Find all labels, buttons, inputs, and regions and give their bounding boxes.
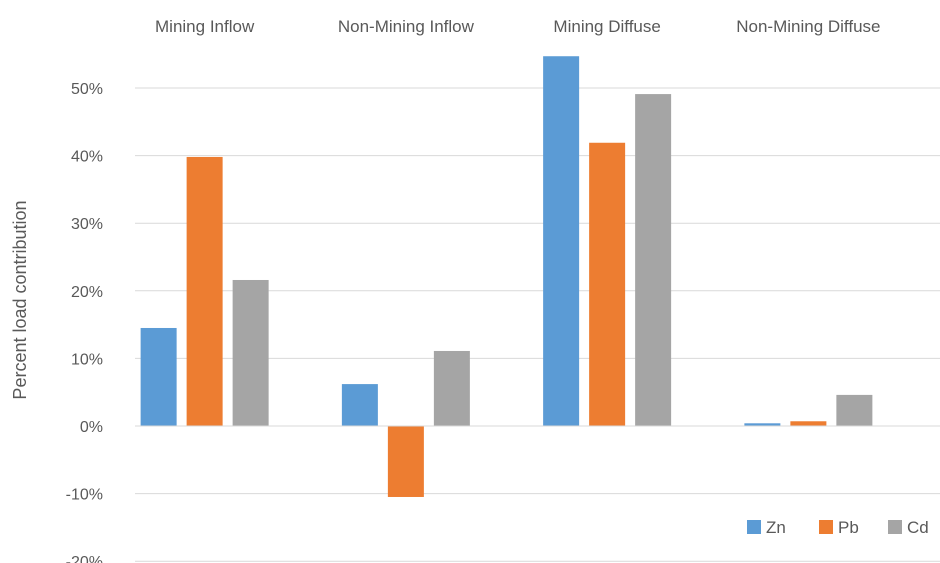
y-tick-label: -20% <box>66 554 103 563</box>
legend-swatch-cd <box>888 520 902 534</box>
legend: Zn Pb Cd <box>747 518 929 537</box>
bar-pb-non-mining-diffuse <box>790 421 827 426</box>
category-label: Mining Inflow <box>155 17 255 36</box>
legend-label-zn: Zn <box>766 518 786 537</box>
bar-cd-mining-diffuse <box>635 94 672 427</box>
legend-label-pb: Pb <box>838 518 859 537</box>
bar-zn-non-mining-diffuse <box>744 423 781 426</box>
legend-label-cd: Cd <box>907 518 929 537</box>
bar-zn-mining-diffuse <box>543 56 580 427</box>
y-tick-label: 50% <box>71 81 103 98</box>
legend-swatch-zn <box>747 520 761 534</box>
y-axis-ticks: -20% -10% 0% 10% 20% 30% 40% 50% <box>66 81 103 563</box>
category-label: Non-Mining Inflow <box>338 17 475 36</box>
bar-pb-mining-inflow <box>186 156 223 426</box>
bar-zn-mining-inflow <box>140 327 177 426</box>
legend-swatch-pb <box>819 520 833 534</box>
gridlines <box>135 87 940 562</box>
y-tick-label: 30% <box>71 216 103 233</box>
bar-cd-non-mining-inflow <box>433 350 470 426</box>
bar-cd-mining-inflow <box>232 279 269 426</box>
y-tick-label: 0% <box>80 419 103 436</box>
category-label: Mining Diffuse <box>553 17 660 36</box>
category-labels: Mining Inflow Non-Mining Inflow Mining Dif… <box>155 17 880 36</box>
bar-cd-non-mining-diffuse <box>836 394 873 426</box>
y-tick-label: 10% <box>71 351 103 368</box>
bars <box>140 56 873 497</box>
category-label: Non-Mining Diffuse <box>736 17 880 36</box>
y-tick-label: 40% <box>71 149 103 166</box>
y-axis-title: Percent load contribution <box>10 200 30 399</box>
bar-pb-non-mining-inflow <box>387 426 424 497</box>
y-tick-label: -10% <box>66 487 103 504</box>
bar-zn-non-mining-inflow <box>341 384 378 426</box>
bar-pb-mining-diffuse <box>589 142 626 427</box>
y-tick-label: 20% <box>71 284 103 301</box>
